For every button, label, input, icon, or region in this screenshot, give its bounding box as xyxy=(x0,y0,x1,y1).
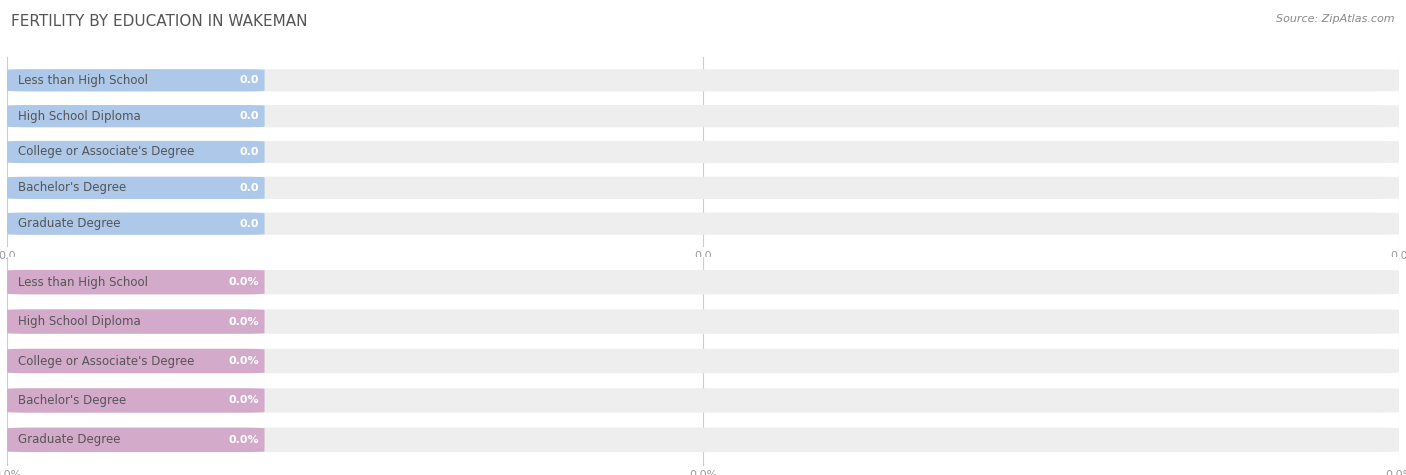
FancyBboxPatch shape xyxy=(7,428,1399,452)
FancyBboxPatch shape xyxy=(7,388,264,413)
FancyBboxPatch shape xyxy=(7,141,264,163)
Text: Graduate Degree: Graduate Degree xyxy=(18,217,121,230)
Text: College or Associate's Degree: College or Associate's Degree xyxy=(18,354,194,368)
Text: Source: ZipAtlas.com: Source: ZipAtlas.com xyxy=(1277,14,1395,24)
FancyBboxPatch shape xyxy=(7,349,264,373)
FancyBboxPatch shape xyxy=(7,388,1399,413)
FancyBboxPatch shape xyxy=(7,309,264,334)
Text: Bachelor's Degree: Bachelor's Degree xyxy=(18,181,127,194)
Text: 0.0%: 0.0% xyxy=(228,435,259,445)
FancyBboxPatch shape xyxy=(7,105,1399,127)
FancyBboxPatch shape xyxy=(7,213,1399,235)
FancyBboxPatch shape xyxy=(7,309,1399,334)
FancyBboxPatch shape xyxy=(7,177,1399,199)
FancyBboxPatch shape xyxy=(7,105,264,127)
Text: High School Diploma: High School Diploma xyxy=(18,110,141,123)
Text: 0.0%: 0.0% xyxy=(228,277,259,287)
Text: 0.0%: 0.0% xyxy=(228,316,259,327)
FancyBboxPatch shape xyxy=(7,270,1399,294)
FancyBboxPatch shape xyxy=(7,213,264,235)
Text: Less than High School: Less than High School xyxy=(18,276,148,289)
Text: 0.0: 0.0 xyxy=(239,183,259,193)
Text: 0.0%: 0.0% xyxy=(228,395,259,406)
Text: 0.0: 0.0 xyxy=(239,218,259,228)
FancyBboxPatch shape xyxy=(7,349,1399,373)
FancyBboxPatch shape xyxy=(7,177,264,199)
Text: 0.0: 0.0 xyxy=(239,111,259,121)
Text: Bachelor's Degree: Bachelor's Degree xyxy=(18,394,127,407)
Text: Less than High School: Less than High School xyxy=(18,74,148,87)
Text: 0.0: 0.0 xyxy=(239,76,259,86)
FancyBboxPatch shape xyxy=(7,141,1399,163)
Text: Graduate Degree: Graduate Degree xyxy=(18,433,121,446)
Text: 0.0%: 0.0% xyxy=(228,356,259,366)
FancyBboxPatch shape xyxy=(7,428,264,452)
Text: High School Diploma: High School Diploma xyxy=(18,315,141,328)
Text: FERTILITY BY EDUCATION IN WAKEMAN: FERTILITY BY EDUCATION IN WAKEMAN xyxy=(11,14,308,29)
Text: 0.0: 0.0 xyxy=(239,147,259,157)
FancyBboxPatch shape xyxy=(7,270,264,294)
FancyBboxPatch shape xyxy=(7,69,1399,91)
Text: College or Associate's Degree: College or Associate's Degree xyxy=(18,145,194,159)
FancyBboxPatch shape xyxy=(7,69,264,91)
